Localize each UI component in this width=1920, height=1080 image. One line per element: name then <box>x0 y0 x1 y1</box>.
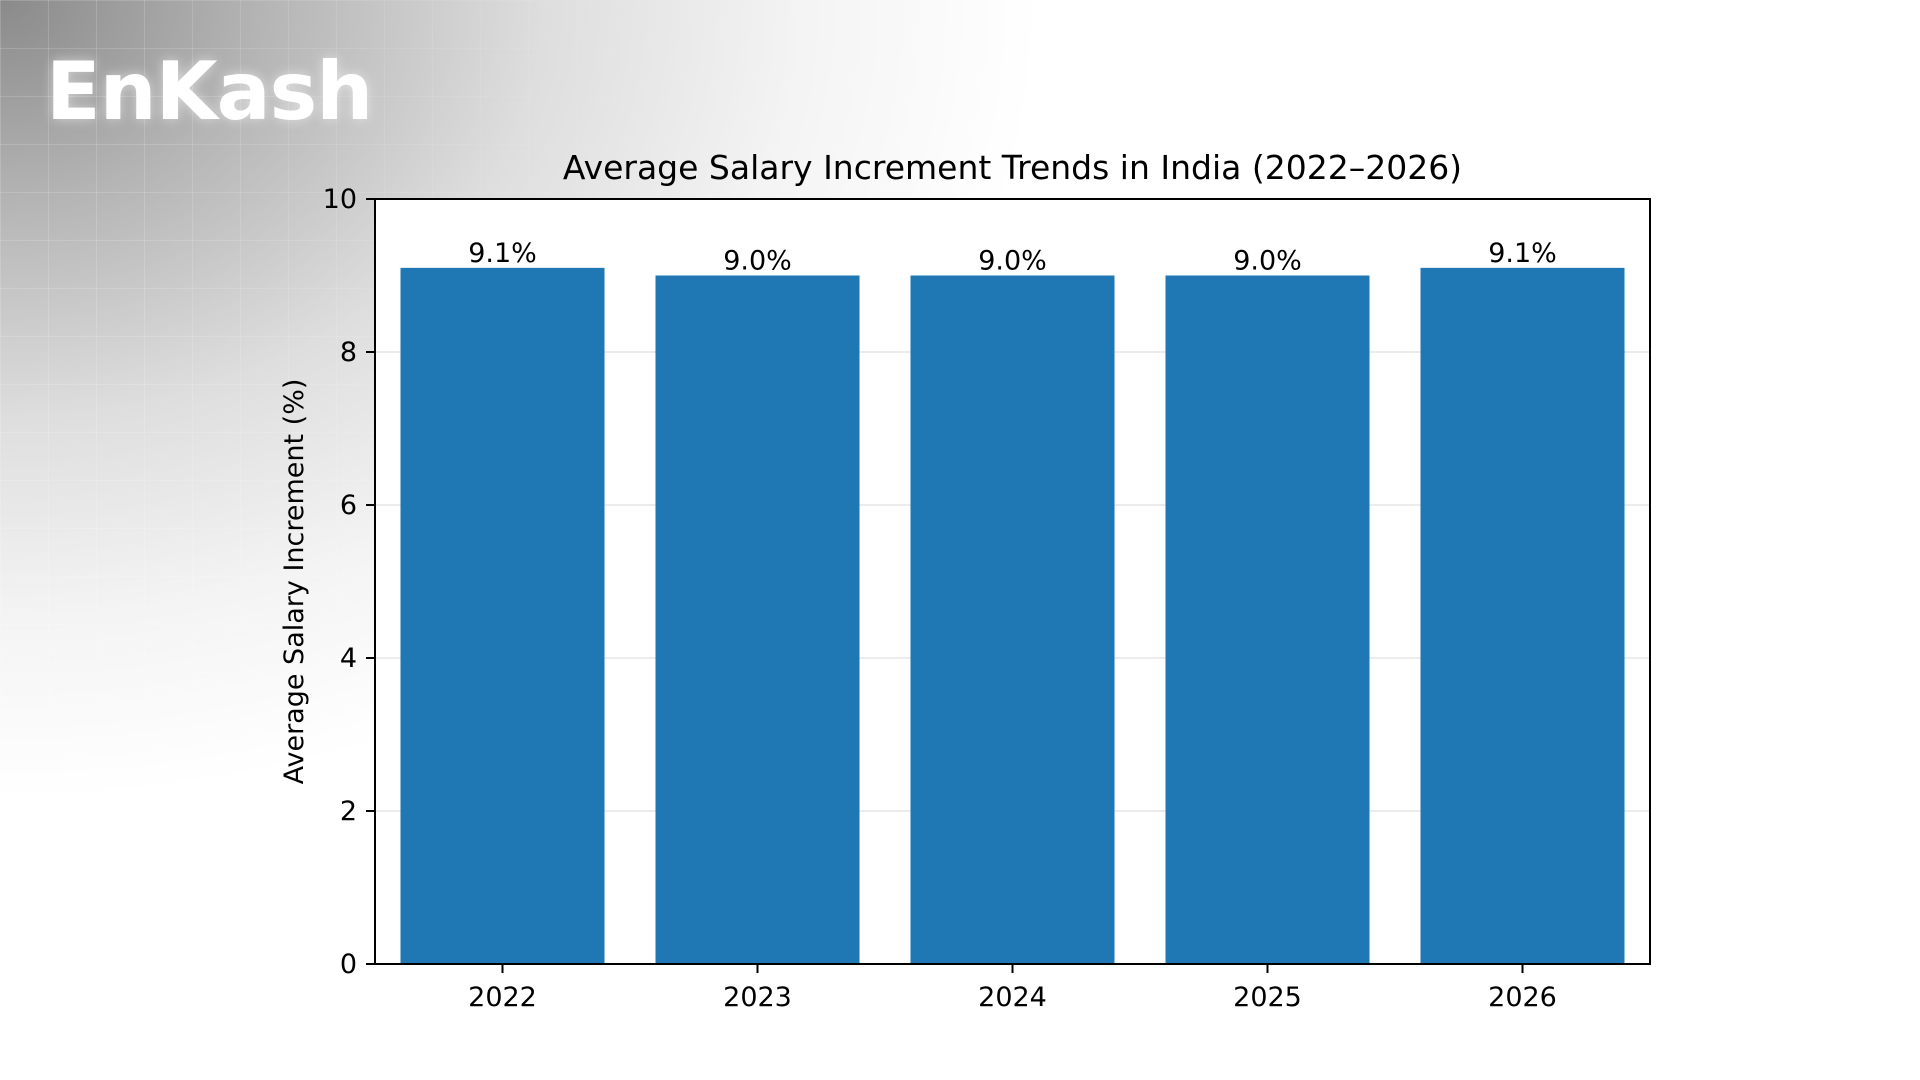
y-tick-label: 4 <box>340 643 357 674</box>
data-labels: 9.1% 9.0% 9.0% 9.0% 9.1% <box>468 238 1557 277</box>
data-label: 9.1% <box>468 238 537 269</box>
x-tick-label: 2022 <box>468 982 537 1013</box>
bars <box>400 267 1625 965</box>
bar-2025 <box>1165 275 1370 964</box>
x-tick-label: 2026 <box>1488 982 1557 1013</box>
data-label: 9.0% <box>978 246 1047 277</box>
y-tick-label: 0 <box>340 949 357 980</box>
chart-title: Average Salary Increment Trends in India… <box>563 148 1462 187</box>
x-tick-label: 2024 <box>978 982 1047 1013</box>
y-axis-label: Average Salary Increment (%) <box>279 379 310 785</box>
x-tick-label: 2025 <box>1233 982 1302 1013</box>
bar-2022 <box>400 267 605 965</box>
y-tick-label: 6 <box>340 490 357 521</box>
bar-2026 <box>1420 267 1625 965</box>
y-tick-label: 10 <box>323 184 357 215</box>
bar-2024 <box>910 275 1115 964</box>
x-axis-ticks: 2022 2023 2024 2025 2026 <box>468 964 1557 1013</box>
y-tick-label: 8 <box>340 337 357 368</box>
y-tick-label: 2 <box>340 796 357 827</box>
y-axis-ticks: 0 2 4 6 8 10 <box>323 184 375 980</box>
enkash-logo: EnKash <box>46 45 373 138</box>
data-label: 9.1% <box>1488 238 1557 269</box>
x-tick-label: 2023 <box>723 982 792 1013</box>
data-label: 9.0% <box>1233 246 1302 277</box>
data-label: 9.0% <box>723 246 792 277</box>
bar-2023 <box>655 275 860 964</box>
